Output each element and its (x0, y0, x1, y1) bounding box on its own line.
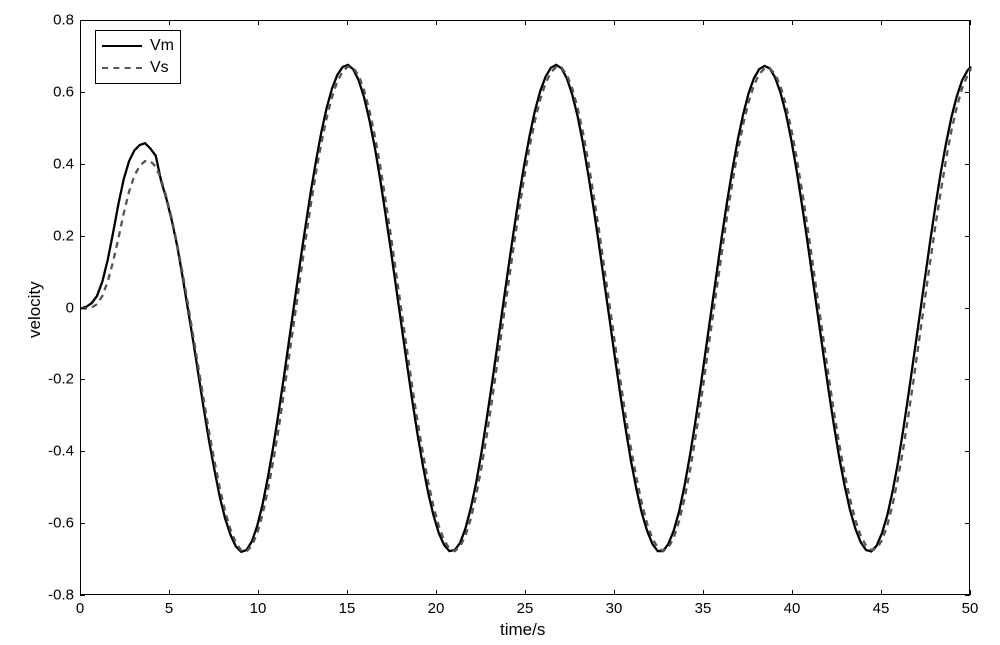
y-tick-label: 0.8 (40, 12, 74, 29)
y-tick (80, 20, 85, 21)
y-axis-label: velocity (25, 281, 45, 338)
y-tick (80, 236, 85, 237)
y-tick-label: -0.2 (40, 371, 74, 388)
x-tick (347, 590, 348, 595)
legend-item: Vs (102, 57, 174, 79)
y-tick (80, 595, 85, 596)
series-svg (81, 21, 971, 596)
x-tick-label: 30 (606, 600, 623, 617)
legend-label: Vm (150, 37, 174, 55)
x-tick-top (169, 20, 170, 25)
x-tick-top (436, 20, 437, 25)
x-tick-top (792, 20, 793, 25)
y-tick-right (965, 92, 970, 93)
x-tick-label: 5 (165, 600, 173, 617)
y-tick-right (965, 236, 970, 237)
x-tick-label: 45 (873, 600, 890, 617)
y-tick-label: 0.4 (40, 155, 74, 172)
y-tick-right (965, 451, 970, 452)
x-tick-label: 0 (76, 600, 84, 617)
legend: Vm Vs (95, 30, 181, 84)
x-tick-top (614, 20, 615, 25)
x-tick-label: 35 (695, 600, 712, 617)
y-tick-label: -0.4 (40, 443, 74, 460)
y-tick-right (965, 308, 970, 309)
x-tick-label: 50 (962, 600, 979, 617)
y-tick (80, 92, 85, 93)
x-tick-label: 25 (517, 600, 534, 617)
legend-sample-line (102, 67, 142, 69)
x-tick (970, 590, 971, 595)
x-tick (614, 590, 615, 595)
x-tick (881, 590, 882, 595)
series-Vs (81, 67, 971, 552)
figure: 0 5 10 15 20 25 30 35 40 45 50 -0.8 -0.6 -0.4 -0.2 0 0.2… (0, 0, 1000, 645)
x-tick (703, 590, 704, 595)
series-Vm (81, 65, 971, 552)
x-tick-label: 20 (428, 600, 445, 617)
y-tick-label: 0 (40, 299, 74, 316)
x-tick-top (347, 20, 348, 25)
legend-sample-line (102, 45, 142, 47)
x-tick-label: 40 (784, 600, 801, 617)
y-tick-right (965, 20, 970, 21)
x-tick-label: 15 (339, 600, 356, 617)
x-tick (169, 590, 170, 595)
y-tick-label: 0.6 (40, 83, 74, 100)
x-tick-top (525, 20, 526, 25)
y-tick (80, 523, 85, 524)
y-tick (80, 308, 85, 309)
legend-item: Vm (102, 35, 174, 57)
y-tick (80, 164, 85, 165)
x-tick-label: 10 (250, 600, 267, 617)
x-tick (258, 590, 259, 595)
plot-area (80, 20, 970, 595)
y-tick-label: 0.2 (40, 227, 74, 244)
x-tick (792, 590, 793, 595)
x-tick-top (970, 20, 971, 25)
y-tick-right (965, 523, 970, 524)
x-tick (436, 590, 437, 595)
x-tick (525, 590, 526, 595)
y-tick-right (965, 164, 970, 165)
x-tick-top (703, 20, 704, 25)
y-tick-label: -0.6 (40, 515, 74, 532)
x-axis-label: time/s (500, 620, 545, 640)
x-tick-top (881, 20, 882, 25)
y-tick (80, 451, 85, 452)
y-tick (80, 379, 85, 380)
legend-label: Vs (150, 59, 169, 77)
x-tick-top (258, 20, 259, 25)
y-tick-right (965, 379, 970, 380)
y-tick-right (965, 595, 970, 596)
y-tick-label: -0.8 (40, 587, 74, 604)
